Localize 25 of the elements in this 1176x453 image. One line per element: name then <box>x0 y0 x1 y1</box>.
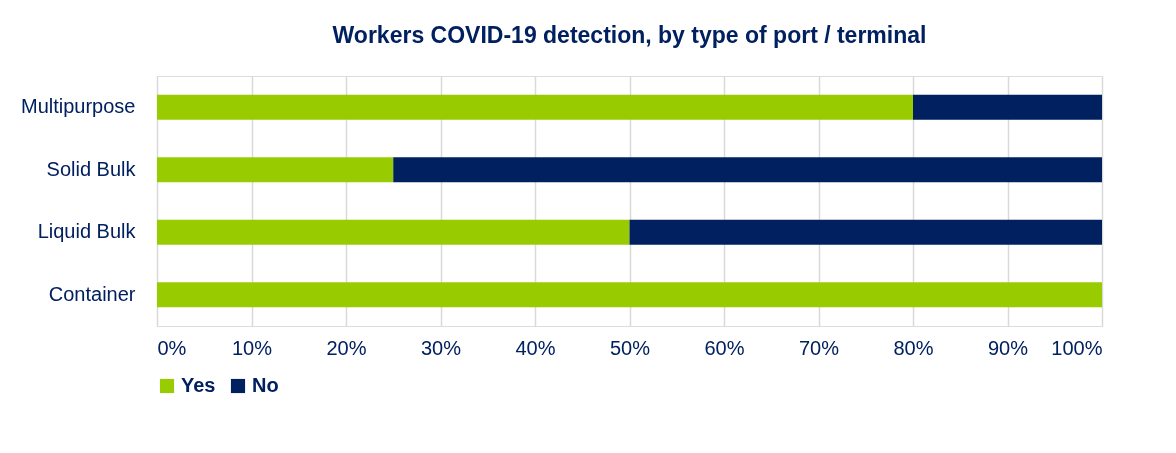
x-tick-label: 60% <box>704 336 745 359</box>
x-tick-label: 80% <box>893 336 934 359</box>
bar <box>157 94 913 120</box>
bar <box>629 219 1102 245</box>
legend-label: No <box>252 374 279 396</box>
x-tick-label: 50% <box>609 336 651 359</box>
bar <box>157 157 394 183</box>
bar <box>393 157 1102 183</box>
y-tick-label: Container <box>48 282 136 305</box>
x-tick-label: 100% <box>1051 336 1103 359</box>
y-tick-label: Liquid Bulk <box>37 220 137 243</box>
x-tick-label: 70% <box>798 336 840 359</box>
x-tick-label: 40% <box>515 336 556 359</box>
bar <box>157 219 630 245</box>
x-tick-label: 30% <box>420 336 462 359</box>
bar <box>913 94 1102 120</box>
legend-label: Yes <box>181 374 216 396</box>
y-tick-label: Multipurpose <box>20 95 136 118</box>
bar <box>157 282 1102 308</box>
chart-title: Workers COVID-19 detection, by type of port / terminal <box>332 22 927 48</box>
y-tick-label: Solid Bulk <box>46 157 137 180</box>
x-tick-label: 10% <box>231 336 273 359</box>
x-tick-label: 90% <box>987 336 1029 359</box>
x-tick-label: 0% <box>157 336 187 359</box>
x-tick-label: 20% <box>326 336 367 359</box>
